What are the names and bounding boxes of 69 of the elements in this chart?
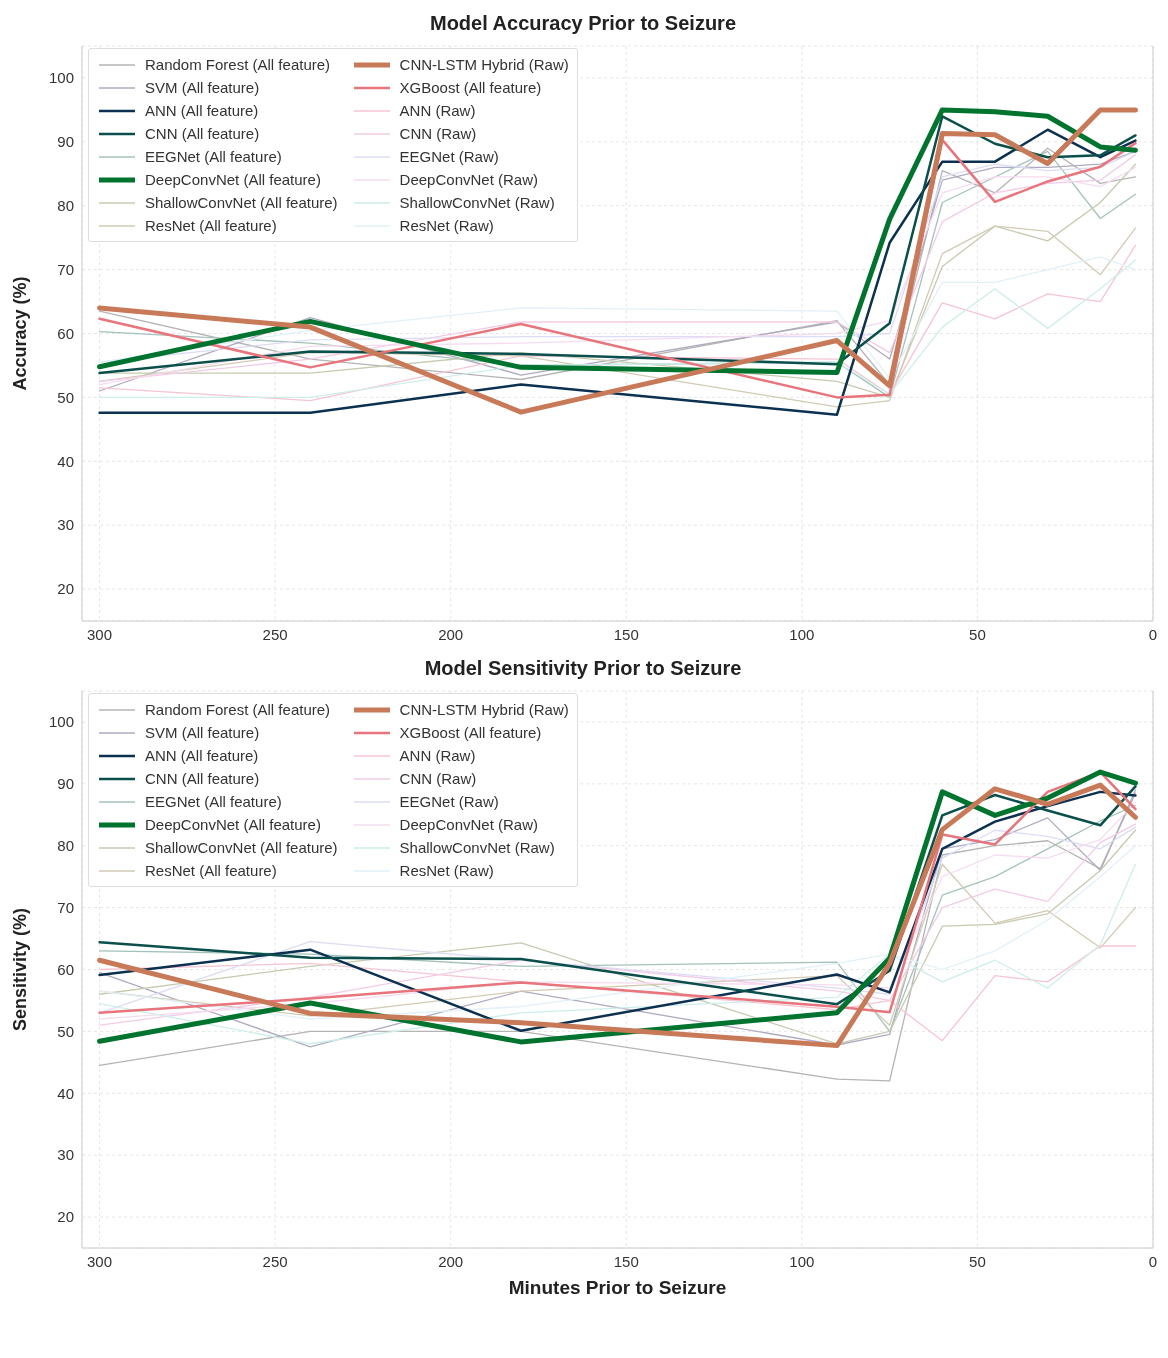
legend-label: EEGNet (Raw) bbox=[399, 793, 499, 810]
legend-label: CNN-LSTM Hybrid (Raw) bbox=[399, 701, 569, 718]
legend-label: ResNet (All feature) bbox=[145, 862, 277, 879]
y-tick-label: 80 bbox=[57, 197, 74, 215]
x-tick-label: 100 bbox=[789, 625, 815, 643]
y-tick-label: 50 bbox=[57, 1022, 74, 1040]
legend-label: Random Forest (All feature) bbox=[145, 56, 331, 73]
legend-label: EEGNet (All feature) bbox=[145, 793, 282, 810]
legend-label: ResNet (Raw) bbox=[399, 217, 494, 234]
y-tick-label: 60 bbox=[57, 324, 74, 342]
y-tick-label: 90 bbox=[57, 775, 74, 793]
legend-label: EEGNet (Raw) bbox=[399, 148, 499, 165]
legend-label: ShallowConvNet (Raw) bbox=[399, 194, 555, 211]
legend-label: CNN (All feature) bbox=[145, 125, 260, 142]
chart-title: Model Sensitivity Prior to Seizure bbox=[423, 656, 743, 681]
y-tick-label: 100 bbox=[48, 69, 74, 87]
legend-label: ANN (Raw) bbox=[399, 747, 476, 764]
x-tick-label: 0 bbox=[1148, 1252, 1158, 1270]
x-tick-label: 300 bbox=[87, 625, 113, 643]
x-tick-label: 200 bbox=[438, 625, 464, 643]
x-tick-label: 300 bbox=[87, 1252, 113, 1270]
legend-label: XGBoost (All feature) bbox=[399, 724, 542, 741]
legend-label: ResNet (All feature) bbox=[145, 217, 277, 234]
chart-title: Model Accuracy Prior to Seizure bbox=[429, 11, 737, 36]
legend-label: ANN (Raw) bbox=[399, 102, 476, 119]
legend-label: DeepConvNet (Raw) bbox=[399, 171, 538, 188]
x-tick-label: 50 bbox=[969, 625, 986, 643]
legend-label: ResNet (Raw) bbox=[399, 862, 494, 879]
x-tick-label: 150 bbox=[613, 625, 639, 643]
legend-label: SVM (All feature) bbox=[145, 724, 260, 741]
x-tick-label: 250 bbox=[262, 1252, 288, 1270]
legend-label: DeepConvNet (All feature) bbox=[145, 171, 321, 188]
legend-label: CNN (Raw) bbox=[399, 125, 477, 142]
legend-label: CNN (Raw) bbox=[399, 770, 477, 787]
legend-label: DeepConvNet (All feature) bbox=[145, 816, 321, 833]
y-tick-label: 70 bbox=[57, 260, 74, 278]
y-tick-label: 30 bbox=[57, 1146, 74, 1164]
x-tick-label: 100 bbox=[789, 1252, 815, 1270]
x-axis-title: Minutes Prior to Seizure bbox=[508, 1277, 727, 1298]
y-tick-label: 100 bbox=[48, 713, 74, 731]
legend-label: CNN-LSTM Hybrid (Raw) bbox=[399, 56, 569, 73]
y-tick-label: 20 bbox=[57, 580, 74, 598]
y-axis-title: Accuracy (%) bbox=[10, 276, 31, 391]
y-tick-label: 40 bbox=[57, 452, 74, 470]
x-tick-label: 250 bbox=[262, 625, 288, 643]
y-tick-label: 60 bbox=[57, 960, 74, 978]
y-tick-label: 80 bbox=[57, 837, 74, 855]
legend-label: ShallowConvNet (Raw) bbox=[399, 839, 555, 856]
x-tick-label: 0 bbox=[1148, 625, 1158, 643]
legend-label: ANN (All feature) bbox=[145, 102, 259, 119]
legend-label: Random Forest (All feature) bbox=[145, 701, 331, 718]
legend-label: ANN (All feature) bbox=[145, 747, 259, 764]
x-tick-label: 200 bbox=[438, 1252, 464, 1270]
y-tick-label: 70 bbox=[57, 898, 74, 916]
x-tick-label: 50 bbox=[969, 1252, 986, 1270]
y-tick-label: 30 bbox=[57, 516, 74, 534]
legend-label: SVM (All feature) bbox=[145, 79, 260, 96]
legend-label: XGBoost (All feature) bbox=[399, 79, 542, 96]
y-tick-label: 20 bbox=[57, 1208, 74, 1226]
legend-label: CNN (All feature) bbox=[145, 770, 260, 787]
y-tick-label: 90 bbox=[57, 133, 74, 151]
x-tick-label: 150 bbox=[613, 1252, 639, 1270]
legend-label: ShallowConvNet (All feature) bbox=[145, 839, 338, 856]
legend-label: ShallowConvNet (All feature) bbox=[145, 194, 338, 211]
legend-label: DeepConvNet (Raw) bbox=[399, 816, 538, 833]
y-tick-label: 50 bbox=[57, 388, 74, 406]
legend-label: EEGNet (All feature) bbox=[145, 148, 282, 165]
y-axis-title: Sensitivity (%) bbox=[10, 907, 31, 1032]
y-tick-label: 40 bbox=[57, 1084, 74, 1102]
